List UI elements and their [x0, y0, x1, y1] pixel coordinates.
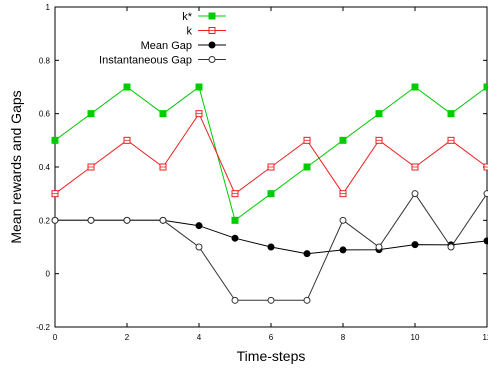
data-point [231, 234, 239, 242]
x-tick-label: 0 [53, 333, 58, 342]
data-point [339, 246, 347, 254]
legend: k* k Mean Gap Instantaneous Gap [99, 11, 226, 67]
legend-label: k [187, 26, 193, 38]
data-point [159, 216, 167, 224]
legend-label: Mean Gap [141, 40, 192, 52]
x-axis-title: Time-steps [237, 348, 306, 364]
data-point [483, 83, 488, 91]
y-tick-label: 0.6 [39, 110, 51, 119]
data-point [339, 216, 347, 224]
data-point [375, 110, 383, 118]
data-point [375, 243, 383, 251]
data-point [411, 190, 419, 198]
legend-marker [208, 56, 216, 63]
data-point [123, 216, 131, 224]
data-point [51, 216, 59, 224]
legend-marker [208, 41, 216, 49]
x-tick-label: 4 [197, 333, 202, 342]
series-line [54, 112, 488, 195]
data-point [483, 237, 488, 245]
data-point [195, 243, 203, 251]
legend-label: k* [182, 11, 193, 23]
data-point [267, 190, 275, 198]
x-tick-label: 2 [125, 333, 130, 342]
series-1 [51, 110, 488, 198]
series-3 [51, 190, 488, 304]
legend-entry: Mean Gap [141, 40, 226, 52]
data-point [195, 222, 203, 230]
series-line [54, 86, 488, 222]
y-tick-label: 0.2 [39, 216, 51, 225]
y-tick-label: 0 [46, 270, 51, 279]
data-point [231, 296, 239, 304]
data-point [267, 243, 275, 251]
data-point [267, 296, 275, 304]
data-point [447, 110, 455, 118]
x-tick-label: 8 [341, 333, 346, 342]
x-tick-label: 6 [269, 333, 274, 342]
legend-entry: k* [182, 11, 226, 23]
data-point [303, 296, 311, 304]
data-point [51, 136, 59, 144]
legend-entry: Instantaneous Gap [99, 55, 226, 67]
data-point [483, 190, 488, 198]
data-point [159, 110, 167, 118]
series-2 [51, 216, 488, 258]
legend-label: Instantaneous Gap [99, 55, 192, 67]
data-point [447, 243, 455, 251]
x-tick-label: 10 [411, 333, 420, 342]
legend-entry: k [187, 26, 226, 38]
data-point [87, 216, 95, 224]
y-tick-label: 1 [46, 3, 51, 12]
y-tick-label: 0.4 [39, 163, 51, 172]
data-point [87, 110, 95, 118]
data-point [411, 83, 419, 91]
data-point [303, 163, 311, 171]
data-point [411, 241, 419, 249]
series-0 [51, 83, 488, 224]
y-axis-title: Mean rewards and Gaps [8, 90, 24, 243]
data-point [303, 250, 311, 258]
data-point [123, 83, 131, 91]
x-tick-label: 12 [483, 333, 488, 342]
data-point [231, 216, 239, 224]
data-point [195, 83, 203, 91]
legend-marker [208, 12, 216, 20]
y-tick-label: -0.2 [36, 323, 50, 332]
data-point [339, 136, 347, 144]
axis-ticks: -0.200.20.40.60.81024681012 [36, 3, 488, 342]
y-tick-label: 0.8 [39, 56, 51, 65]
series-layer [51, 83, 488, 304]
